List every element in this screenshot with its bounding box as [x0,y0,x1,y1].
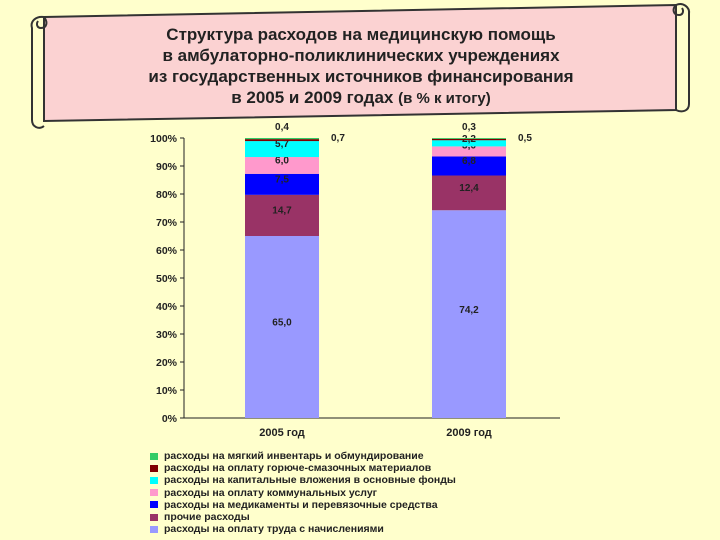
legend-item: расходы на оплату коммунальных услуг [150,487,456,499]
x-category-label: 2005 год [259,427,305,439]
legend-item: прочие расходы [150,511,456,523]
legend-item: расходы на капитальные вложения в основн… [150,474,456,486]
bar-segment [245,157,319,174]
y-tick-label: 0% [162,413,178,425]
title-line-1: Структура расходов на медицинскую помощь [166,24,556,44]
legend-swatch [150,464,158,472]
data-label: 12,4 [459,183,479,194]
data-label: 0,7 [331,133,345,144]
title-line-4-suffix: (в % к итогу) [398,89,491,107]
y-tick-label: 100% [150,133,178,145]
y-tick-label: 60% [156,245,178,257]
data-label: 5,7 [275,139,289,150]
bar-segment [432,138,506,141]
data-label: 65,0 [272,318,292,329]
bar-segment [245,141,319,158]
bar-segment [245,173,319,195]
legend-swatch [150,501,158,509]
legend-swatch [150,476,158,484]
legend-label: расходы на оплату труда с начислениями [164,523,384,536]
bar-segment [245,194,319,236]
y-tick-label: 90% [156,161,178,173]
data-label: 0,5 [518,133,532,144]
legend-label: расходы на капитальные вложения в основн… [164,474,456,487]
scroll-right-curl [672,3,691,113]
bar-segment [245,139,319,142]
bar-segment [432,175,506,211]
bar-segment [432,146,506,157]
legend-swatch [150,525,158,533]
bar-segment [432,138,506,139]
legend-swatch [150,452,158,460]
y-tick-label: 10% [156,385,178,397]
bar-segment [432,140,506,147]
bar-segment [245,138,319,140]
title-line-4: в 2005 и 2009 годах (в % к итогу) [231,87,491,109]
x-category-label: 2009 год [446,427,492,439]
title-scroll-banner [30,3,691,129]
data-label: 14,7 [272,205,292,216]
title-line-4-main: в 2005 и 2009 годах [231,87,394,107]
y-tick-label: 40% [156,301,178,313]
legend-label: расходы на мягкий инвентарь и обмундиров… [164,450,424,463]
legend-item: расходы на мягкий инвентарь и обмундиров… [150,450,456,462]
chart-legend: расходы на мягкий инвентарь и обмундиров… [150,450,456,535]
data-label: 7,5 [275,174,289,185]
title-line-2: в амбулаторно-поликлинических учреждения… [162,45,560,65]
legend-label: расходы на оплату горюче-смазочных матер… [164,462,432,475]
bar-segment [245,236,319,418]
y-tick-label: 70% [156,217,178,229]
title-line-3: из государственных источников финансиров… [148,66,574,86]
data-label: 6,0 [275,155,289,166]
legend-swatch [150,489,158,497]
data-label: 6,8 [462,156,476,167]
legend-label: прочие расходы [164,511,250,524]
legend-swatch [150,513,158,521]
y-tick-label: 80% [156,189,178,201]
legend-item: расходы на оплату горюче-смазочных матер… [150,462,456,474]
data-label: 0,3 [462,122,476,133]
scroll-left-curl [30,15,48,129]
y-tick-label: 50% [156,273,178,285]
legend-label: расходы на медикаменты и перевязочные ср… [164,498,438,511]
bar-segment [432,156,506,176]
y-tick-label: 20% [156,357,178,369]
bar-segment [432,210,506,418]
legend-item: расходы на медикаменты и перевязочные ср… [150,499,456,511]
legend-item: расходы на оплату труда с начислениями [150,523,456,535]
legend-label: расходы на оплату коммунальных услуг [164,486,378,499]
data-label: 0,4 [275,122,289,133]
data-label: 74,2 [459,305,479,316]
chart-title: Структура расходов на медицинскую помощь… [48,14,674,118]
y-tick-label: 30% [156,329,178,341]
